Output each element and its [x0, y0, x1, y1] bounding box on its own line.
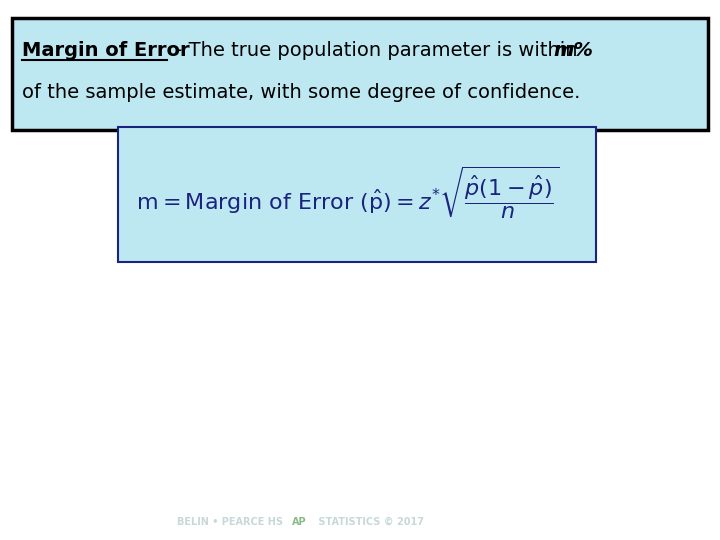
- Text: $\mathsf{m = Margin\ of\ Error\ (\hat{p}) = }z^{\mathsf{*}}\sqrt{\dfrac{\hat{p}(: $\mathsf{m = Margin\ of\ Error\ (\hat{p}…: [136, 164, 559, 220]
- Bar: [12, 18, 708, 130]
- Text: of the sample estimate, with some degree of confidence.: of the sample estimate, with some degree…: [22, 84, 580, 103]
- Text: STATISTICS © 2017: STATISTICS © 2017: [315, 517, 424, 527]
- Text: m%: m%: [553, 42, 593, 60]
- Bar: [118, 127, 596, 262]
- Text: Margin of Error: Margin of Error: [22, 42, 189, 60]
- Text: AP: AP: [292, 517, 307, 527]
- Text: - The true population parameter is within: - The true population parameter is withi…: [169, 42, 584, 60]
- Text: BELIN • PEARCE HS: BELIN • PEARCE HS: [177, 517, 290, 527]
